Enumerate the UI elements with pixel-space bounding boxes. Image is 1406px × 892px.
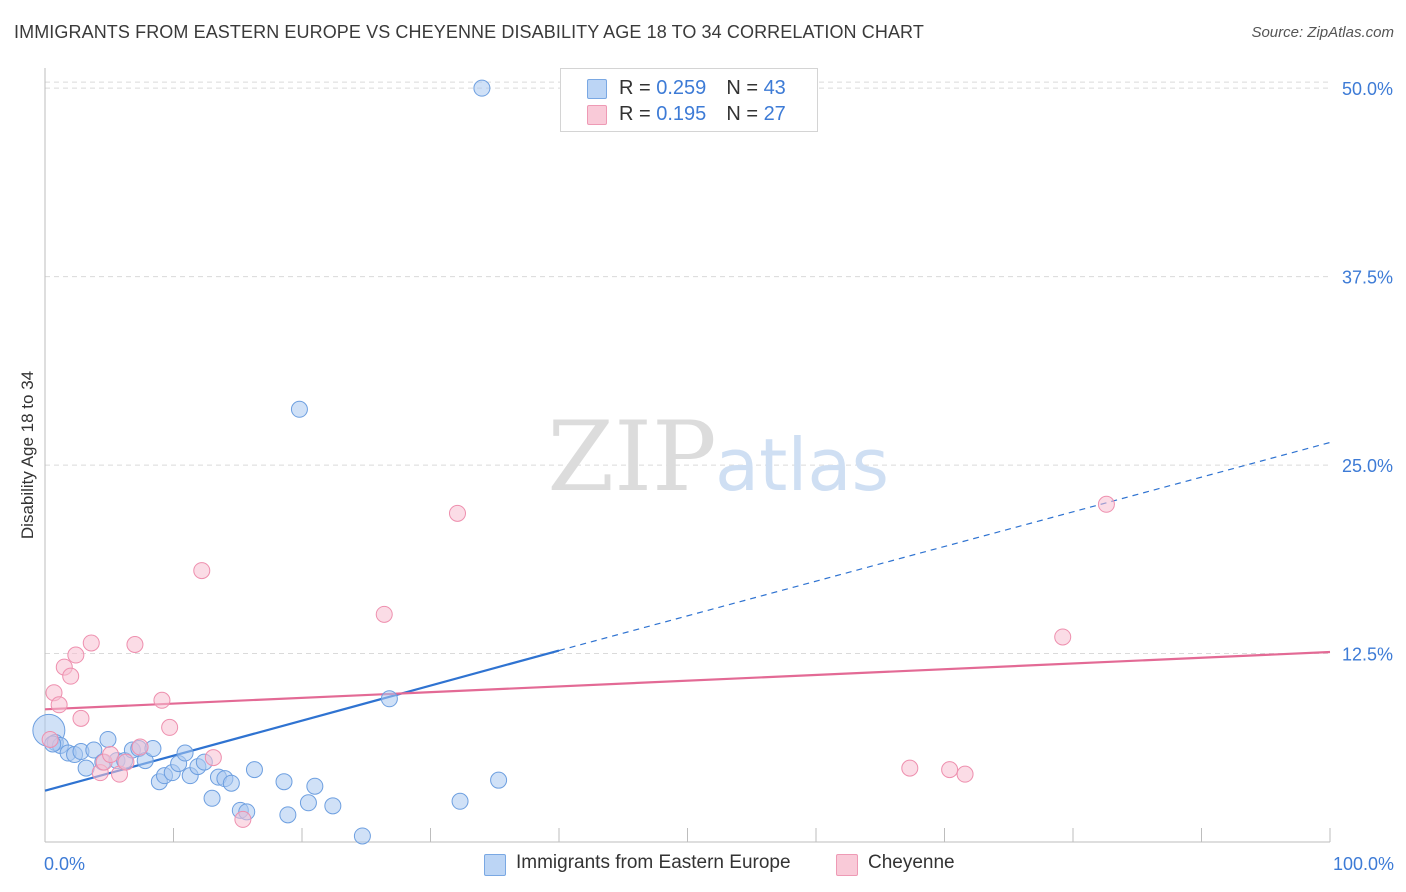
data-point: [299, 794, 317, 812]
points-layer: [32, 79, 1115, 845]
data-point: [1097, 495, 1115, 513]
data-point: [85, 741, 103, 759]
y-tick-label: 12.5%: [1342, 645, 1393, 665]
data-point: [176, 744, 194, 762]
watermark-zip: ZIP: [547, 401, 716, 513]
data-point: [353, 827, 371, 845]
trend-line-cheyenne: [44, 650, 1331, 711]
legend-n-value: 43: [763, 77, 786, 99]
x-tick-label-min: 0.0%: [44, 854, 85, 874]
data-point: [82, 634, 100, 652]
data-point: [50, 696, 68, 714]
legend-r-label: R =: [619, 103, 657, 125]
data-point: [1054, 628, 1072, 646]
series-legend-swatch-cheyenne: [836, 854, 858, 876]
data-point: [131, 738, 149, 756]
data-point: [193, 562, 211, 580]
grid-layer: [45, 81, 1330, 655]
data-point: [279, 806, 297, 824]
series-legend: Immigrants from Eastern Europe Cheyenne: [0, 852, 1406, 878]
data-point: [222, 774, 240, 792]
data-point: [306, 777, 324, 795]
data-point: [901, 759, 919, 777]
legend-n-label: N =: [726, 77, 764, 99]
data-point: [126, 635, 144, 653]
legend-r-label: R =: [619, 77, 657, 99]
legend-n-label: N =: [726, 103, 764, 125]
trend-line-immigrants-extension: [558, 441, 1331, 652]
data-point: [245, 761, 263, 779]
chart-source: Source: ZipAtlas.com: [1251, 24, 1394, 41]
data-point: [117, 753, 135, 771]
data-point: [380, 690, 398, 708]
y-tick-labels: 12.5% 25.0% 37.5% 50.0%: [1342, 79, 1393, 664]
data-point: [234, 810, 252, 828]
data-point: [161, 718, 179, 736]
legend-text-cheyenne: R = 0.195 N = 27: [619, 103, 786, 126]
series-legend-swatch-immigrants: [484, 854, 506, 876]
data-point: [290, 400, 308, 418]
data-point: [99, 730, 117, 748]
data-point: [956, 765, 974, 783]
data-point: [72, 709, 90, 727]
legend-n-value: 27: [763, 103, 786, 125]
stats-legend: R = 0.259 N = 43 R = 0.195 N = 27: [560, 68, 818, 132]
data-point: [490, 771, 508, 789]
data-point: [448, 504, 466, 522]
series-legend-label-immigrants: Immigrants from Eastern Europe: [516, 852, 791, 873]
data-point: [102, 746, 120, 764]
data-point: [77, 759, 95, 777]
series-legend-label-cheyenne: Cheyenne: [868, 852, 955, 873]
data-point: [153, 691, 171, 709]
data-point: [451, 792, 469, 810]
data-point: [41, 730, 59, 748]
data-point: [203, 789, 221, 807]
data-point: [473, 79, 491, 97]
data-point: [204, 749, 222, 767]
watermark-atlas: atlas: [715, 423, 889, 507]
data-point: [62, 667, 80, 685]
chart-title: IMMIGRANTS FROM EASTERN EUROPE VS CHEYEN…: [14, 22, 924, 42]
y-tick-label: 37.5%: [1342, 268, 1393, 288]
data-point: [67, 646, 85, 664]
legend-text-immigrants: R = 0.259 N = 43: [619, 77, 786, 100]
data-point: [375, 605, 393, 623]
y-tick-label: 50.0%: [1342, 79, 1393, 99]
watermark: ZIP atlas: [547, 401, 889, 513]
legend-r-value: 0.259: [656, 77, 707, 99]
x-tick-label-max: 100.0%: [1333, 854, 1394, 874]
legend-r-value: 0.195: [656, 103, 707, 125]
data-point: [941, 761, 959, 779]
data-point: [324, 797, 342, 815]
legend-swatch-immigrants: [587, 79, 607, 99]
y-tick-label: 25.0%: [1342, 456, 1393, 476]
series-points-cheyenne: [41, 495, 1115, 828]
data-point: [275, 773, 293, 791]
axis-layer: [44, 68, 1331, 843]
legend-swatch-cheyenne: [587, 105, 607, 125]
